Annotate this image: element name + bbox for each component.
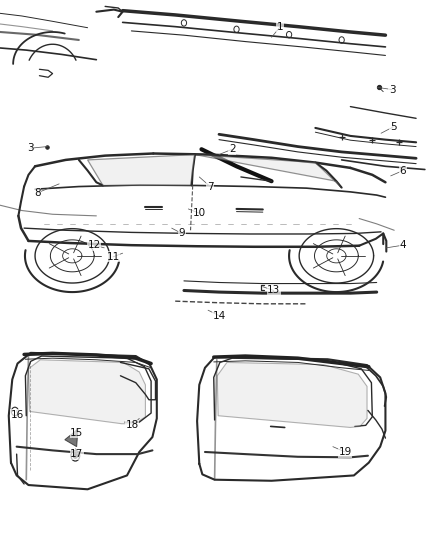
- Text: 2: 2: [229, 144, 236, 154]
- Polygon shape: [195, 155, 342, 188]
- Text: 10: 10: [193, 208, 206, 218]
- Text: 3: 3: [27, 143, 34, 153]
- Text: 1: 1: [277, 22, 284, 31]
- Text: 16: 16: [11, 410, 24, 419]
- Text: 6: 6: [399, 166, 406, 175]
- Text: 19: 19: [339, 447, 352, 457]
- Text: 11: 11: [106, 252, 120, 262]
- Circle shape: [73, 453, 78, 458]
- Polygon shape: [65, 429, 78, 447]
- Text: 5: 5: [390, 122, 397, 132]
- Text: 8: 8: [34, 188, 41, 198]
- Text: 14: 14: [212, 311, 226, 320]
- Text: 17: 17: [70, 449, 83, 459]
- Text: 3: 3: [389, 85, 396, 94]
- Polygon shape: [217, 362, 367, 427]
- Text: 9: 9: [178, 229, 185, 238]
- Text: 13: 13: [267, 286, 280, 295]
- Text: 12: 12: [88, 240, 101, 250]
- Text: 18: 18: [126, 421, 139, 430]
- Polygon shape: [88, 155, 195, 185]
- Text: 7: 7: [207, 182, 214, 191]
- Polygon shape: [28, 360, 145, 424]
- Text: 15: 15: [70, 428, 83, 438]
- Text: 4: 4: [399, 240, 406, 250]
